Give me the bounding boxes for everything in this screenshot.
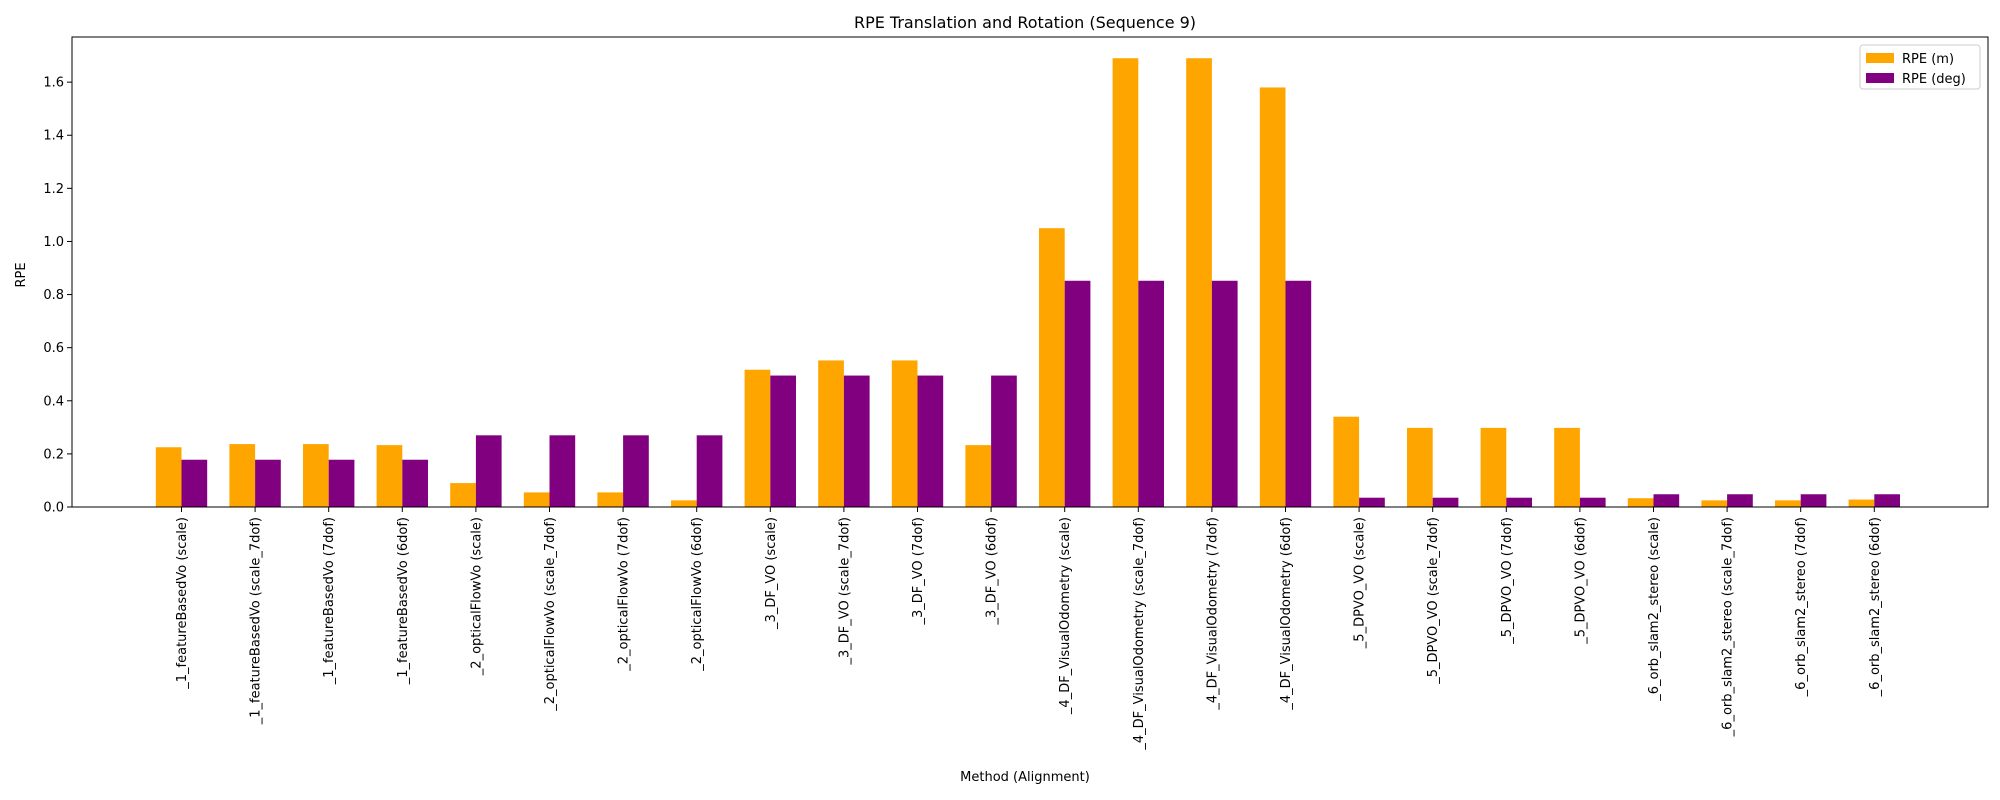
- x-axis-label: Method (Alignment): [960, 770, 1090, 785]
- x-tick-label: _6_orb_slam2_stereo (scale): [1647, 517, 1662, 702]
- legend-swatch: [1866, 73, 1894, 83]
- bar-rpe-m-12: [1039, 228, 1065, 507]
- bar-rpe-m-19: [1554, 427, 1580, 507]
- x-tick-label: _5_DPVO_VO (scale): [1353, 517, 1368, 649]
- bar-rpe-m-15: [1259, 87, 1286, 507]
- x-tick-label: _5_DPVO_VO (6dof): [1573, 517, 1588, 645]
- bar-rpe-deg-16: [1359, 497, 1385, 507]
- x-tick-label: _3_DF_VO (scale): [764, 517, 779, 630]
- legend-label: RPE (deg): [1902, 72, 1966, 87]
- plot-frame: [71, 36, 1989, 508]
- x-tick-label: _2_opticalFlowVo (scale): [469, 517, 484, 676]
- y-tick-label: 0.8: [43, 288, 64, 303]
- y-tick-label: 0.4: [43, 394, 64, 409]
- x-tick-label: _6_orb_slam2_stereo (6dof): [1868, 517, 1883, 697]
- bar-rpe-deg-1: [255, 459, 281, 507]
- bar-rpe-m-9: [818, 360, 844, 507]
- bar-rpe-deg-14: [1211, 280, 1238, 507]
- x-tick-label: _1_featureBasedVo (6dof): [396, 517, 411, 685]
- x-tick-label: _5_DPVO_VO (scale_7dof): [1426, 517, 1441, 685]
- x-tick-label: _3_DF_VO (7dof): [911, 517, 926, 626]
- x-tick-label: _4_DF_VisualOdometry (scale): [1058, 517, 1073, 715]
- x-tick-label: _1_featureBasedVo (7dof): [322, 517, 337, 685]
- bar-rpe-deg-3: [402, 459, 428, 507]
- bar-rpe-deg-9: [843, 375, 870, 507]
- bar-rpe-m-17: [1407, 427, 1433, 507]
- plot-area: [71, 36, 1989, 508]
- x-tick-label: _6_orb_slam2_stereo (7dof): [1794, 517, 1809, 697]
- y-tick-label: 0.2: [43, 447, 64, 462]
- x-tick-label: _2_opticalFlowVo (scale_7dof): [543, 517, 558, 712]
- y-tick-label: 0.6: [43, 341, 64, 356]
- bar-rpe-m-1: [229, 444, 256, 507]
- bar-rpe-m-6: [597, 492, 624, 507]
- x-tick-label: _3_DF_VO (6dof): [985, 517, 1000, 626]
- bar-rpe-deg-6: [623, 435, 649, 507]
- bar-rpe-m-16: [1333, 416, 1360, 507]
- bar-rpe-deg-4: [475, 435, 502, 507]
- bar-rpe-m-5: [523, 492, 550, 507]
- y-tick-label: 1.0: [43, 235, 64, 250]
- bar-rpe-deg-21: [1727, 494, 1753, 507]
- x-axis: _1_featureBasedVo (scale) _1_featureBased…: [175, 507, 1883, 751]
- bar-rpe-deg-8: [770, 375, 796, 507]
- legend-label: RPE (m): [1902, 52, 1954, 67]
- bar-rpe-deg-5: [549, 435, 576, 507]
- x-tick-label: _1_featureBasedVo (scale): [175, 517, 190, 690]
- bar-rpe-m-14: [1186, 58, 1212, 508]
- bar-rpe-deg-15: [1285, 280, 1312, 507]
- y-axis: 0.0 0.2 0.4 0.6 0.8 1.0 1.2 1.4 1.6: [43, 76, 72, 516]
- bar-rpe-deg-22: [1800, 494, 1827, 507]
- bar-rpe-m-21: [1701, 500, 1728, 507]
- legend-swatch: [1866, 53, 1894, 63]
- bar-rpe-deg-13: [1138, 280, 1164, 507]
- bar-rpe-m-11: [965, 445, 992, 507]
- bar-rpe-m-3: [376, 445, 403, 507]
- bar-rpe-deg-2: [328, 459, 355, 507]
- x-tick-label: _1_featureBasedVo (scale_7dof): [249, 517, 264, 725]
- bar-rpe-m-4: [450, 483, 476, 507]
- bar-rpe-deg-11: [991, 375, 1017, 507]
- bar-rpe-deg-12: [1064, 280, 1091, 507]
- bar-rpe-m-8: [744, 369, 771, 507]
- y-axis-label: RPE: [14, 262, 29, 287]
- bar-rpe-m-22: [1775, 500, 1801, 507]
- y-tick-label: 1.2: [43, 182, 64, 197]
- bar-rpe-deg-18: [1506, 497, 1532, 507]
- bar-rpe-m-2: [303, 444, 329, 507]
- x-tick-label: _4_DF_VisualOdometry (6dof): [1279, 517, 1294, 711]
- x-tick-label: _5_DPVO_VO (7dof): [1500, 517, 1515, 645]
- bar-rpe-deg-19: [1579, 497, 1606, 507]
- bar-rpe-m-10: [891, 360, 918, 507]
- bar-rpe-deg-23: [1874, 494, 1900, 507]
- bar-rpe-deg-7: [696, 435, 723, 507]
- bar-rpe-deg-20: [1653, 494, 1680, 507]
- x-tick-label: _6_orb_slam2_stereo (scale_7dof): [1721, 517, 1736, 737]
- x-tick-label: _2_opticalFlowVo (6dof): [690, 517, 705, 672]
- bar-rpe-deg-17: [1432, 497, 1459, 507]
- y-tick-label: 1.6: [43, 76, 64, 91]
- bar-rpe-deg-0: [181, 459, 208, 507]
- legend: RPE (m) RPE (deg): [1859, 44, 1981, 90]
- bar-rpe-m-23: [1848, 499, 1875, 507]
- bar-rpe-m-20: [1627, 498, 1654, 507]
- bar-rpe-m-7: [671, 500, 697, 507]
- x-tick-label: _4_DF_VisualOdometry (scale_7dof): [1132, 517, 1147, 751]
- bar-rpe-deg-10: [917, 375, 944, 507]
- bar-rpe-m-0: [155, 447, 182, 507]
- x-tick-label: _4_DF_VisualOdometry (7dof): [1205, 517, 1220, 711]
- bar-rpe-m-13: [1112, 58, 1139, 508]
- chart-title: RPE Translation and Rotation (Sequence 9…: [854, 13, 1196, 32]
- y-tick-label: 1.4: [43, 129, 64, 144]
- x-tick-label: _2_opticalFlowVo (7dof): [617, 517, 632, 672]
- bar-rpe-m-18: [1480, 427, 1507, 507]
- x-tick-label: _3_DF_VO (scale_7dof): [837, 517, 852, 665]
- y-tick-label: 0.0: [43, 501, 64, 516]
